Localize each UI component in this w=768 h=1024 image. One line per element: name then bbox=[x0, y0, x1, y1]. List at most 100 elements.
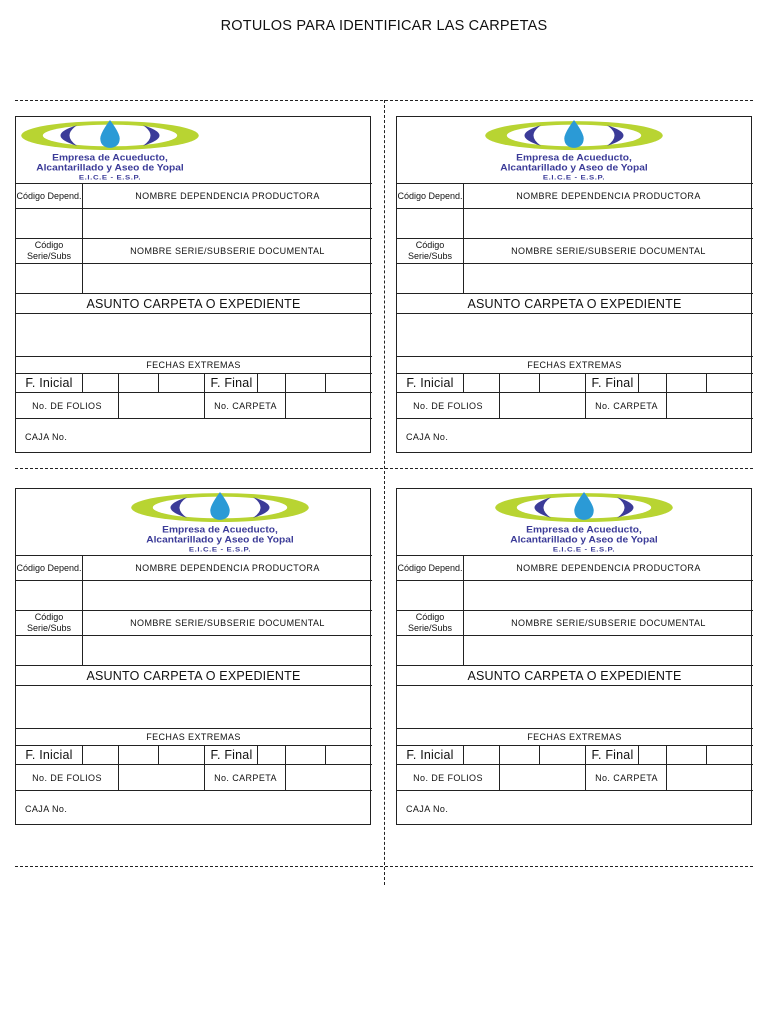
codigo-serie-label: Código Serie/Subs bbox=[396, 238, 464, 263]
f-final-day[interactable] bbox=[638, 745, 667, 764]
f-inicial-label: F. Inicial bbox=[15, 373, 83, 392]
f-final-month[interactable] bbox=[666, 745, 707, 764]
logo-line-3: E.I.C.E - E.S.P. bbox=[553, 545, 615, 553]
asunto-field[interactable] bbox=[15, 313, 372, 356]
logo-4: Empresa de Acueducto, Alcantarillado y A… bbox=[494, 491, 674, 553]
f-inicial-label: F. Inicial bbox=[396, 373, 464, 392]
logo-line-1: Empresa de Acueducto, bbox=[52, 153, 168, 163]
codigo-serie-field[interactable] bbox=[15, 635, 83, 665]
f-inicial-year[interactable] bbox=[158, 373, 205, 392]
f-final-year[interactable] bbox=[706, 745, 753, 764]
logo-line-2: Alcantarillado y Aseo de Yopal bbox=[146, 535, 293, 545]
logo-line-2: Alcantarillado y Aseo de Yopal bbox=[36, 163, 183, 173]
f-inicial-label: F. Inicial bbox=[15, 745, 83, 764]
asunto-field[interactable] bbox=[15, 685, 372, 728]
f-final-year[interactable] bbox=[706, 373, 753, 392]
no-folios-label: No. DE FOLIOS bbox=[396, 764, 500, 790]
codigo-depend-field[interactable] bbox=[396, 580, 464, 610]
f-inicial-month[interactable] bbox=[499, 373, 540, 392]
asunto-field[interactable] bbox=[396, 685, 753, 728]
codigo-serie-label: Código Serie/Subs bbox=[15, 610, 83, 635]
nombre-dependencia-field[interactable] bbox=[463, 580, 753, 610]
f-final-day[interactable] bbox=[638, 373, 667, 392]
nombre-dependencia-header: NOMBRE DEPENDENCIA PRODUCTORA bbox=[463, 555, 753, 580]
nombre-dependencia-header: NOMBRE DEPENDENCIA PRODUCTORA bbox=[82, 555, 372, 580]
nombre-serie-field[interactable] bbox=[82, 263, 372, 293]
codigo-depend-field[interactable] bbox=[15, 208, 83, 238]
logo-line-1: Empresa de Acueducto, bbox=[526, 525, 642, 535]
no-carpeta-field[interactable] bbox=[285, 764, 372, 790]
no-carpeta-label: No. CARPETA bbox=[204, 392, 286, 418]
no-folios-field[interactable] bbox=[118, 392, 205, 418]
fechas-extremas-header: FECHAS EXTREMAS bbox=[396, 356, 753, 373]
folder-label-4: Código Depend. NOMBRE DEPENDENCIA PRODUCT… bbox=[396, 488, 753, 825]
f-inicial-day[interactable] bbox=[463, 373, 500, 392]
asunto-header: ASUNTO CARPETA O EXPEDIENTE bbox=[396, 665, 753, 685]
company-logo: Empresa de Acueducto, Alcantarillado y A… bbox=[21, 120, 199, 181]
asunto-header: ASUNTO CARPETA O EXPEDIENTE bbox=[15, 665, 372, 685]
nombre-serie-header: NOMBRE SERIE/SUBSERIE DOCUMENTAL bbox=[82, 610, 372, 635]
nombre-serie-field[interactable] bbox=[82, 635, 372, 665]
f-inicial-month[interactable] bbox=[118, 373, 159, 392]
f-inicial-day[interactable] bbox=[82, 373, 119, 392]
nombre-serie-header: NOMBRE SERIE/SUBSERIE DOCUMENTAL bbox=[463, 610, 753, 635]
asunto-header: ASUNTO CARPETA O EXPEDIENTE bbox=[15, 293, 372, 313]
logo-line-3: E.I.C.E - E.S.P. bbox=[543, 173, 605, 181]
logo-left-crescent-icon bbox=[170, 497, 187, 518]
no-carpeta-field[interactable] bbox=[666, 764, 753, 790]
logo-right-crescent-icon bbox=[253, 497, 270, 518]
nombre-dependencia-field[interactable] bbox=[82, 208, 372, 238]
f-inicial-day[interactable] bbox=[463, 745, 500, 764]
nombre-serie-field[interactable] bbox=[463, 635, 753, 665]
f-inicial-year[interactable] bbox=[539, 745, 586, 764]
no-folios-field[interactable] bbox=[118, 764, 205, 790]
codigo-depend-label: Código Depend. bbox=[15, 183, 83, 208]
codigo-serie-label: Código Serie/Subs bbox=[396, 610, 464, 635]
no-folios-field[interactable] bbox=[499, 392, 586, 418]
cut-line-vertical bbox=[384, 100, 385, 885]
f-final-day[interactable] bbox=[257, 373, 286, 392]
codigo-depend-field[interactable] bbox=[396, 208, 464, 238]
f-final-month[interactable] bbox=[285, 373, 326, 392]
f-final-label: F. Final bbox=[204, 745, 258, 764]
codigo-depend-field[interactable] bbox=[15, 580, 83, 610]
logo-1: Empresa de Acueducto, Alcantarillado y A… bbox=[20, 119, 200, 181]
caja-no-label: CAJA No. bbox=[15, 790, 372, 826]
no-carpeta-label: No. CARPETA bbox=[585, 764, 667, 790]
logo-left-crescent-icon bbox=[534, 497, 551, 518]
f-final-month[interactable] bbox=[285, 745, 326, 764]
nombre-dependencia-field[interactable] bbox=[463, 208, 753, 238]
codigo-serie-field[interactable] bbox=[396, 263, 464, 293]
f-inicial-year[interactable] bbox=[158, 745, 205, 764]
caja-no-label: CAJA No. bbox=[15, 418, 372, 454]
f-inicial-day[interactable] bbox=[82, 745, 119, 764]
f-final-month[interactable] bbox=[666, 373, 707, 392]
water-drop-icon bbox=[574, 492, 594, 520]
asunto-field[interactable] bbox=[396, 313, 753, 356]
nombre-serie-field[interactable] bbox=[463, 263, 753, 293]
no-folios-field[interactable] bbox=[499, 764, 586, 790]
asunto-header: ASUNTO CARPETA O EXPEDIENTE bbox=[396, 293, 753, 313]
codigo-serie-field[interactable] bbox=[15, 263, 83, 293]
f-inicial-year[interactable] bbox=[539, 373, 586, 392]
no-folios-label: No. DE FOLIOS bbox=[15, 764, 119, 790]
folder-label-2: Código Depend. NOMBRE DEPENDENCIA PRODUCT… bbox=[396, 116, 753, 453]
f-inicial-month[interactable] bbox=[499, 745, 540, 764]
logo-line-3: E.I.C.E - E.S.P. bbox=[189, 545, 251, 553]
water-drop-icon bbox=[564, 120, 584, 148]
f-final-label: F. Final bbox=[204, 373, 258, 392]
nombre-dependencia-field[interactable] bbox=[82, 580, 372, 610]
no-carpeta-field[interactable] bbox=[666, 392, 753, 418]
f-final-day[interactable] bbox=[257, 745, 286, 764]
no-carpeta-label: No. CARPETA bbox=[204, 764, 286, 790]
company-logo: Empresa de Acueducto, Alcantarillado y A… bbox=[485, 120, 663, 181]
folder-label-3: Código Depend. NOMBRE DEPENDENCIA PRODUCT… bbox=[15, 488, 372, 826]
f-final-year[interactable] bbox=[325, 745, 372, 764]
f-final-year[interactable] bbox=[325, 373, 372, 392]
no-carpeta-label: No. CARPETA bbox=[585, 392, 667, 418]
codigo-serie-field[interactable] bbox=[396, 635, 464, 665]
f-inicial-month[interactable] bbox=[118, 745, 159, 764]
no-carpeta-field[interactable] bbox=[285, 392, 372, 418]
nombre-dependencia-header: NOMBRE DEPENDENCIA PRODUCTORA bbox=[463, 183, 753, 208]
water-drop-icon bbox=[100, 120, 120, 148]
